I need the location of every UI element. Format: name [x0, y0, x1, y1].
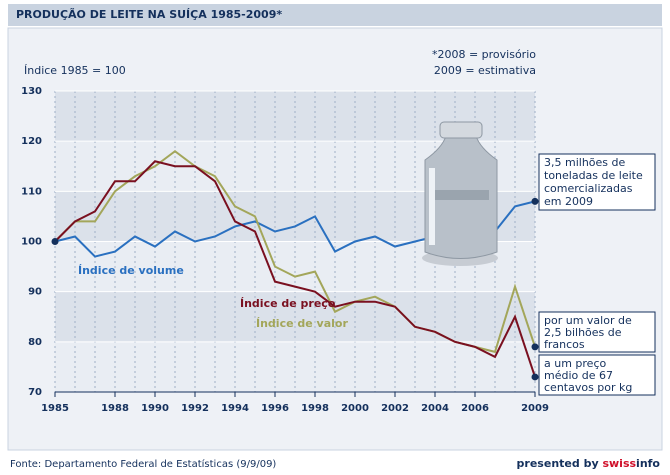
end-dot	[531, 343, 539, 351]
y-tick-label: 90	[28, 287, 42, 298]
annotation-box	[538, 153, 656, 211]
x-tick-label: 2000	[341, 403, 369, 414]
series-label: Índice de volume	[78, 264, 184, 277]
annotation-box	[538, 311, 656, 353]
series-label: Índice de valor	[256, 317, 348, 330]
credit: presented by swissinfo	[517, 457, 661, 470]
y-tick-label: 100	[21, 237, 42, 248]
y-tick-label: 70	[28, 387, 42, 398]
credit-text: presented by	[517, 457, 599, 470]
footnote: 2009 = estimativa	[434, 64, 536, 77]
x-tick-label: 1994	[221, 403, 249, 414]
end-dot	[531, 197, 539, 205]
credit-brand: swiss	[602, 457, 636, 470]
x-tick-label: 2002	[381, 403, 409, 414]
annotation: em 2009	[544, 195, 593, 208]
annotation: 2,5 bilhões de	[544, 326, 622, 339]
y-tick-label: 120	[21, 136, 42, 147]
y-label: Índice 1985 = 100	[24, 64, 126, 77]
x-tick-label: 2006	[461, 403, 489, 414]
x-tick-label: 2004	[421, 403, 449, 414]
y-tick-label: 110	[21, 186, 42, 197]
annotation: francos	[544, 338, 585, 351]
x-tick-label: 1996	[261, 403, 289, 414]
annotation: a um preço	[544, 357, 606, 370]
annotation: médio de 67	[544, 369, 613, 382]
annotation: toneladas de leite	[544, 169, 643, 182]
x-tick-label: 1990	[141, 403, 169, 414]
credit-brand: info	[636, 457, 660, 470]
annotation: 3,5 milhões de	[544, 156, 625, 169]
source: Fonte: Departamento Federal de Estatísti…	[10, 458, 276, 470]
x-tick-label: 1992	[181, 403, 209, 414]
annotation-box	[538, 354, 656, 396]
x-tick-label: 1988	[101, 403, 129, 414]
annotation: centavos por kg	[544, 381, 632, 394]
x-tick-label: 2009	[521, 403, 549, 414]
x-tick-label: 1985	[41, 403, 69, 414]
y-tick-label: 130	[21, 86, 42, 97]
chart-title: PRODUÇÃO DE LEITE NA SUÍÇA 1985-2009*	[16, 8, 282, 21]
milk-can	[422, 121, 498, 266]
end-dot	[531, 373, 539, 381]
x-tick-label: 1998	[301, 403, 329, 414]
start-dot	[51, 238, 59, 245]
footnote: *2008 = provisório	[432, 48, 536, 61]
y-tick-label: 80	[28, 337, 42, 348]
title-bar	[8, 4, 662, 26]
series-label: Índice de preço	[240, 297, 336, 310]
annotations: 3,5 milhões de toneladas de leite comerc…	[538, 153, 656, 396]
annotation: por um valor de	[544, 314, 632, 327]
annotation: comercializadas	[544, 182, 633, 195]
series-line	[54, 160, 536, 378]
